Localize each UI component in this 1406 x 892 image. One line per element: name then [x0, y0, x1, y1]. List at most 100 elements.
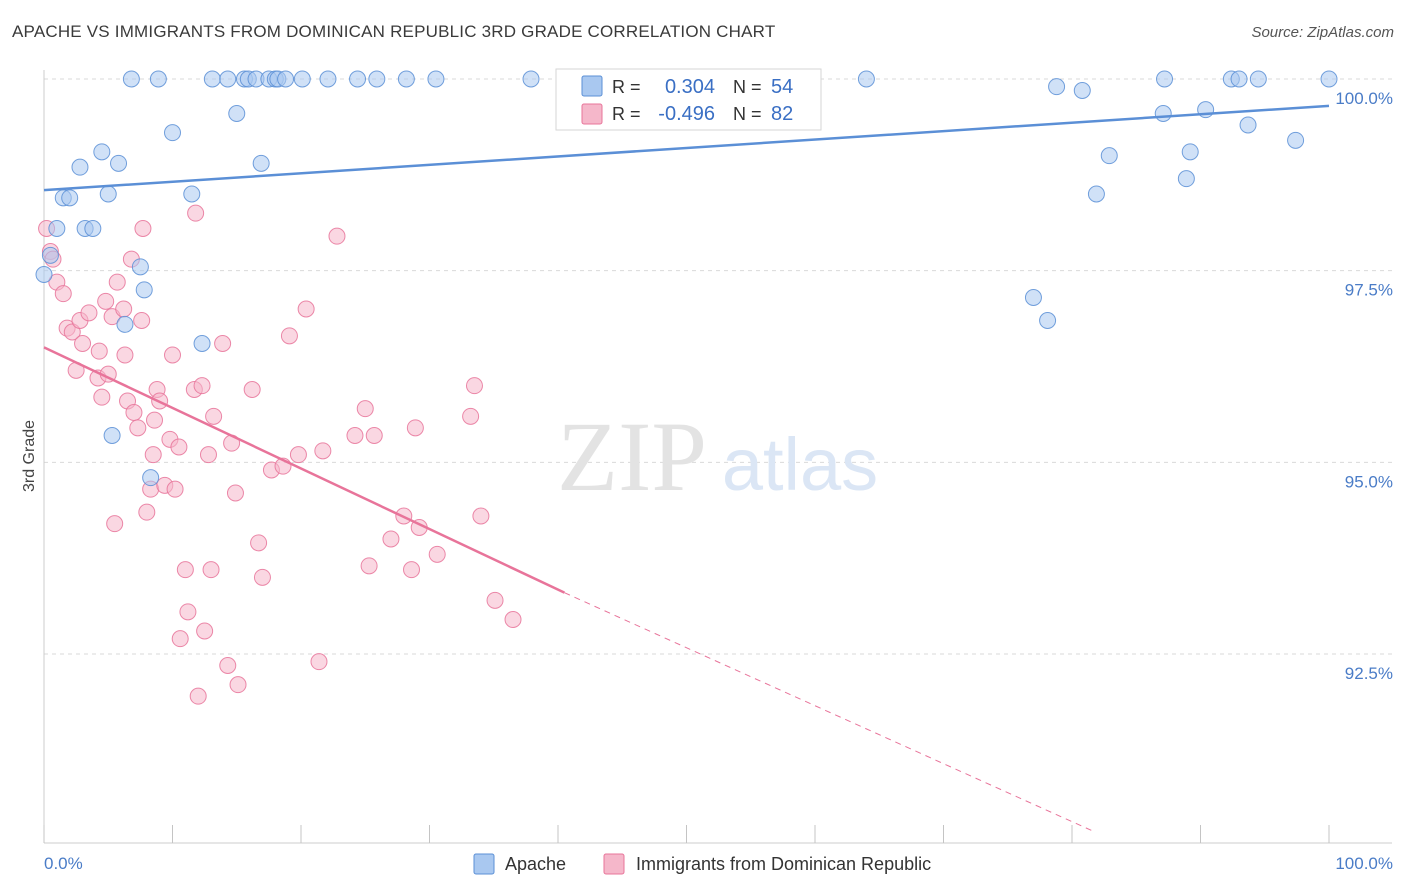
y-tick-label: 95.0%: [1345, 472, 1393, 491]
apache-point: [1100, 147, 1118, 165]
dominican-point: [80, 304, 98, 322]
apache-point: [61, 189, 79, 207]
watermark-zip: ZIP: [557, 401, 707, 512]
dominican-point: [97, 292, 115, 310]
dominican-point: [146, 411, 164, 429]
dominican-point: [125, 404, 143, 421]
legend-label-dominican: Immigrants from Dominican Republic: [636, 854, 931, 874]
dominican-point: [360, 557, 378, 575]
dominican-point: [74, 335, 92, 352]
apache-point: [427, 70, 445, 88]
dominican-point: [189, 687, 207, 705]
stats-n-label-dominican: N =: [733, 104, 767, 124]
apache-point: [1181, 143, 1199, 161]
y-tick-label: 100.0%: [1335, 89, 1393, 108]
dominican-point: [253, 568, 271, 586]
apache-point: [142, 469, 160, 487]
dominican-point: [226, 484, 244, 502]
y-axis-label: 3rd Grade: [21, 420, 38, 492]
dominican-point: [179, 603, 197, 621]
apache-point: [277, 70, 295, 88]
dominican-point: [314, 442, 332, 460]
apache-point: [48, 220, 66, 237]
dominican-trend-line: [43, 346, 565, 594]
dominican-point: [164, 346, 181, 364]
stats-legend: R = 0.304 N = 54 R = -0.496 N = 82: [555, 68, 822, 131]
apache-point: [349, 70, 367, 88]
dominican-point: [243, 381, 261, 398]
dominican-point: [54, 285, 72, 303]
apache-point: [135, 281, 153, 299]
apache-point: [368, 70, 386, 88]
series-legend: Apache Immigrants from Dominican Republi…: [473, 853, 931, 875]
dominican-point: [310, 653, 328, 671]
apache-point: [219, 70, 237, 88]
apache-point: [522, 70, 540, 88]
stats-n-value-dominican: 82: [771, 103, 793, 125]
apache-point: [131, 258, 149, 276]
apache-point: [397, 70, 415, 88]
dominican-point: [486, 591, 504, 609]
dominican-trend-extension: [564, 592, 1092, 831]
dominican-point: [214, 335, 232, 352]
dominican-point: [170, 438, 188, 456]
apache-point: [99, 185, 117, 203]
apache-point: [252, 154, 270, 172]
apache-point: [1287, 131, 1305, 149]
dominican-point: [138, 503, 156, 521]
dominican-point: [187, 204, 205, 222]
dominican-point: [289, 446, 307, 464]
apache-point: [1048, 78, 1066, 96]
apache-point: [293, 70, 311, 88]
dominican-point: [176, 561, 194, 579]
dominican-point: [382, 530, 400, 548]
apache-point: [110, 154, 128, 172]
apache-point: [103, 427, 121, 444]
apache-point: [1230, 70, 1248, 88]
apache-point: [1087, 185, 1105, 203]
dominican-point: [193, 377, 211, 395]
dominican-point: [428, 545, 446, 563]
dominican-point: [365, 427, 383, 444]
legend-swatch-dominican: [603, 853, 625, 875]
dominican-point: [465, 377, 483, 395]
watermark-atlas: atlas: [722, 423, 878, 506]
dominican-point: [166, 480, 184, 498]
dominican-point: [134, 220, 152, 237]
apache-point: [122, 70, 140, 88]
dominican-point: [129, 419, 147, 437]
dominican-point: [346, 427, 364, 444]
apache-point: [228, 105, 246, 122]
apache-point: [857, 70, 875, 88]
dominican-point: [472, 507, 490, 525]
dominican-point: [90, 342, 108, 360]
apache-point: [84, 220, 102, 237]
y-tick-label: 92.5%: [1345, 664, 1393, 683]
dominican-point: [171, 630, 189, 648]
stats-r-label-dominican: R =: [612, 104, 646, 124]
dominican-point: [196, 622, 214, 640]
dominican-point: [108, 273, 126, 291]
apache-point: [1249, 70, 1267, 88]
dominican-point: [250, 534, 268, 552]
apache-point: [1154, 105, 1172, 122]
apache-point: [1073, 82, 1091, 99]
chart-title: APACHE VS IMMIGRANTS FROM DOMINICAN REPU…: [12, 22, 776, 41]
apache-point: [93, 143, 111, 161]
dominican-point: [280, 327, 298, 345]
apache-point: [1156, 70, 1174, 88]
stats-legend-swatch-dominican: [581, 103, 603, 125]
dominican-point: [406, 419, 424, 437]
apache-point: [164, 124, 181, 142]
apache-point: [183, 185, 201, 203]
trend-layer: [43, 104, 1330, 831]
apache-point: [149, 70, 167, 88]
legend-label-apache: Apache: [505, 854, 566, 874]
dominican-point: [219, 657, 237, 674]
dominican-point: [106, 515, 124, 533]
dominican-point: [133, 312, 151, 329]
apache-point: [1320, 70, 1338, 88]
apache-point: [1039, 312, 1057, 329]
apache-point: [1177, 170, 1195, 188]
x-tick-label-min: 0.0%: [44, 854, 83, 873]
